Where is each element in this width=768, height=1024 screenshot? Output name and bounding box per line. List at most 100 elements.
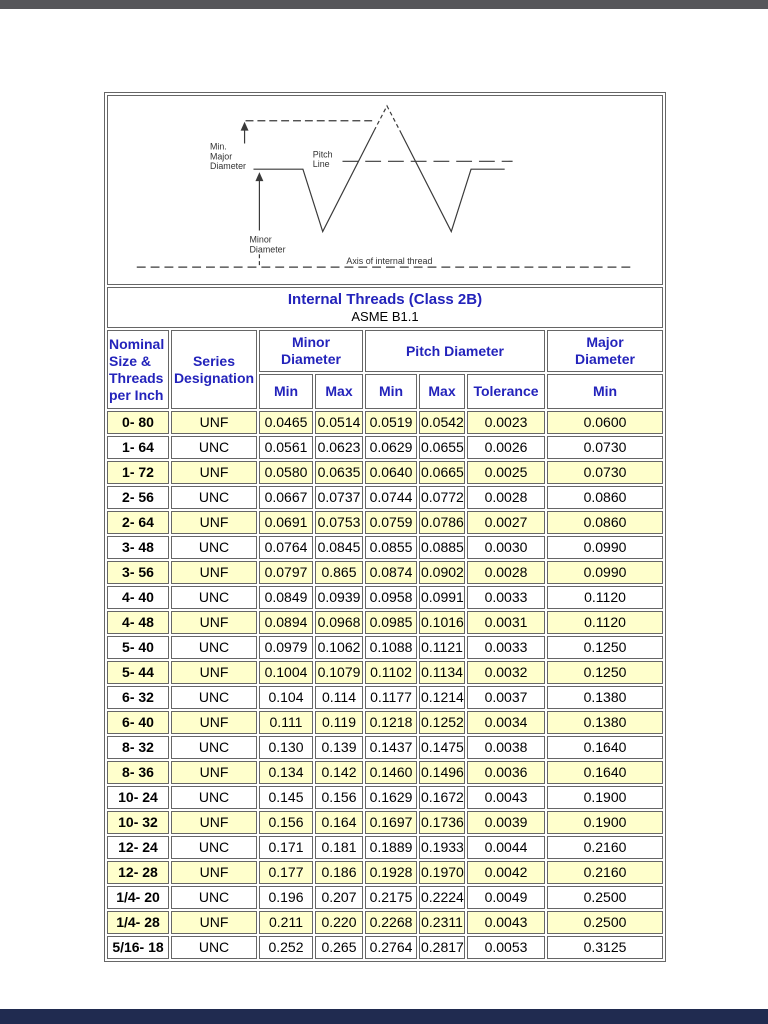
cell-pitch-min: 0.1218 [365, 711, 417, 734]
label-minor-1: Minor [250, 234, 272, 244]
subheader-minor-max: Max [315, 374, 363, 409]
cell-series: UNF [171, 611, 257, 634]
label-axis: Axis of internal thread [346, 256, 432, 266]
table-row: 8- 36 UNF 0.134 0.142 0.1460 0.1496 0.00… [107, 761, 663, 784]
cell-minor-min: 0.156 [259, 811, 313, 834]
cell-minor-min: 0.0465 [259, 411, 313, 434]
cell-minor-min: 0.252 [259, 936, 313, 959]
page-subtitle: ASME B1.1 [351, 309, 419, 324]
table-row: 8- 32 UNC 0.130 0.139 0.1437 0.1475 0.00… [107, 736, 663, 759]
cell-major-min: 0.0990 [547, 536, 663, 559]
cell-nominal-size: 5/16- 18 [107, 936, 169, 959]
cell-major-min: 0.0990 [547, 561, 663, 584]
cell-major-min: 0.2500 [547, 886, 663, 909]
cell-pitch-max: 0.2817 [419, 936, 465, 959]
table-row: 5- 40 UNC 0.0979 0.1062 0.1088 0.1121 0.… [107, 636, 663, 659]
header-pitch-diameter: Pitch Diameter [365, 330, 545, 372]
cell-nominal-size: 6- 40 [107, 711, 169, 734]
cell-tolerance: 0.0039 [467, 811, 545, 834]
cell-pitch-min: 0.1088 [365, 636, 417, 659]
table-row: 10- 32 UNF 0.156 0.164 0.1697 0.1736 0.0… [107, 811, 663, 834]
cell-pitch-min: 0.0640 [365, 461, 417, 484]
cell-pitch-max: 0.0786 [419, 511, 465, 534]
cell-minor-min: 0.1004 [259, 661, 313, 684]
cell-minor-max: 0.114 [315, 686, 363, 709]
cell-major-min: 0.1120 [547, 586, 663, 609]
cell-nominal-size: 10- 32 [107, 811, 169, 834]
label-pitch-1: Pitch [313, 149, 333, 159]
cell-nominal-size: 3- 48 [107, 536, 169, 559]
cell-pitch-min: 0.1177 [365, 686, 417, 709]
cell-tolerance: 0.0025 [467, 461, 545, 484]
cell-pitch-max: 0.1736 [419, 811, 465, 834]
cell-major-min: 0.2160 [547, 836, 663, 859]
label-min-major-1: Min. [210, 141, 227, 151]
cell-minor-min: 0.0797 [259, 561, 313, 584]
table-row: 10- 24 UNC 0.145 0.156 0.1629 0.1672 0.0… [107, 786, 663, 809]
table-row: 0- 80 UNF 0.0465 0.0514 0.0519 0.0542 0.… [107, 411, 663, 434]
thread-apex-dashed [373, 104, 401, 131]
cell-minor-max: 0.142 [315, 761, 363, 784]
diagram-cell: Min. Major Diameter Pitch Line Minor Dia… [107, 95, 663, 285]
header-nominal-size: Nominal Size & Threads per Inch [107, 330, 169, 409]
cell-series: UNC [171, 536, 257, 559]
cell-nominal-size: 12- 28 [107, 861, 169, 884]
subheader-tolerance: Tolerance [467, 374, 545, 409]
cell-pitch-max: 0.1214 [419, 686, 465, 709]
cell-nominal-size: 1- 72 [107, 461, 169, 484]
cell-tolerance: 0.0033 [467, 586, 545, 609]
cell-series: UNC [171, 486, 257, 509]
cell-nominal-size: 1- 64 [107, 436, 169, 459]
table-row: 1/4- 20 UNC 0.196 0.207 0.2175 0.2224 0.… [107, 886, 663, 909]
cell-minor-min: 0.171 [259, 836, 313, 859]
cell-series: UNC [171, 736, 257, 759]
cell-series: UNF [171, 661, 257, 684]
cell-minor-max: 0.119 [315, 711, 363, 734]
cell-pitch-min: 0.0519 [365, 411, 417, 434]
viewer-bottom-bar [0, 1009, 768, 1024]
cell-pitch-max: 0.0772 [419, 486, 465, 509]
cell-nominal-size: 1/4- 20 [107, 886, 169, 909]
cell-major-min: 0.1640 [547, 761, 663, 784]
table-row: 2- 64 UNF 0.0691 0.0753 0.0759 0.0786 0.… [107, 511, 663, 534]
cell-minor-min: 0.0561 [259, 436, 313, 459]
cell-minor-max: 0.0514 [315, 411, 363, 434]
cell-major-min: 0.1380 [547, 711, 663, 734]
cell-tolerance: 0.0043 [467, 786, 545, 809]
cell-major-min: 0.3125 [547, 936, 663, 959]
cell-pitch-max: 0.1970 [419, 861, 465, 884]
cell-tolerance: 0.0031 [467, 611, 545, 634]
cell-minor-max: 0.139 [315, 736, 363, 759]
table-row: 1- 64 UNC 0.0561 0.0623 0.0629 0.0655 0.… [107, 436, 663, 459]
cell-nominal-size: 0- 80 [107, 411, 169, 434]
cell-pitch-min: 0.1928 [365, 861, 417, 884]
table-row: 3- 56 UNF 0.0797 0.865 0.0874 0.0902 0.0… [107, 561, 663, 584]
cell-major-min: 0.2160 [547, 861, 663, 884]
cell-nominal-size: 5- 40 [107, 636, 169, 659]
cell-pitch-min: 0.1629 [365, 786, 417, 809]
cell-minor-max: 0.0623 [315, 436, 363, 459]
header-series-designation: Series Designation [171, 330, 257, 409]
cell-tolerance: 0.0028 [467, 561, 545, 584]
cell-tolerance: 0.0032 [467, 661, 545, 684]
cell-pitch-max: 0.1475 [419, 736, 465, 759]
cell-pitch-max: 0.1252 [419, 711, 465, 734]
cell-minor-max: 0.0737 [315, 486, 363, 509]
cell-minor-max: 0.0968 [315, 611, 363, 634]
cell-major-min: 0.1900 [547, 786, 663, 809]
table-row: 3- 48 UNC 0.0764 0.0845 0.0855 0.0885 0.… [107, 536, 663, 559]
cell-minor-min: 0.104 [259, 686, 313, 709]
table-row: 6- 40 UNF 0.111 0.119 0.1218 0.1252 0.00… [107, 711, 663, 734]
cell-minor-min: 0.0691 [259, 511, 313, 534]
table-row: 6- 32 UNC 0.104 0.114 0.1177 0.1214 0.00… [107, 686, 663, 709]
cell-major-min: 0.1900 [547, 811, 663, 834]
cell-tolerance: 0.0033 [467, 636, 545, 659]
subheader-minor-min: Min [259, 374, 313, 409]
cell-series: UNC [171, 836, 257, 859]
cell-pitch-max: 0.0665 [419, 461, 465, 484]
thread-table-body: 0- 80 UNF 0.0465 0.0514 0.0519 0.0542 0.… [107, 411, 663, 959]
cell-nominal-size: 8- 32 [107, 736, 169, 759]
cell-pitch-min: 0.0855 [365, 536, 417, 559]
cell-tolerance: 0.0044 [467, 836, 545, 859]
cell-pitch-min: 0.2268 [365, 911, 417, 934]
